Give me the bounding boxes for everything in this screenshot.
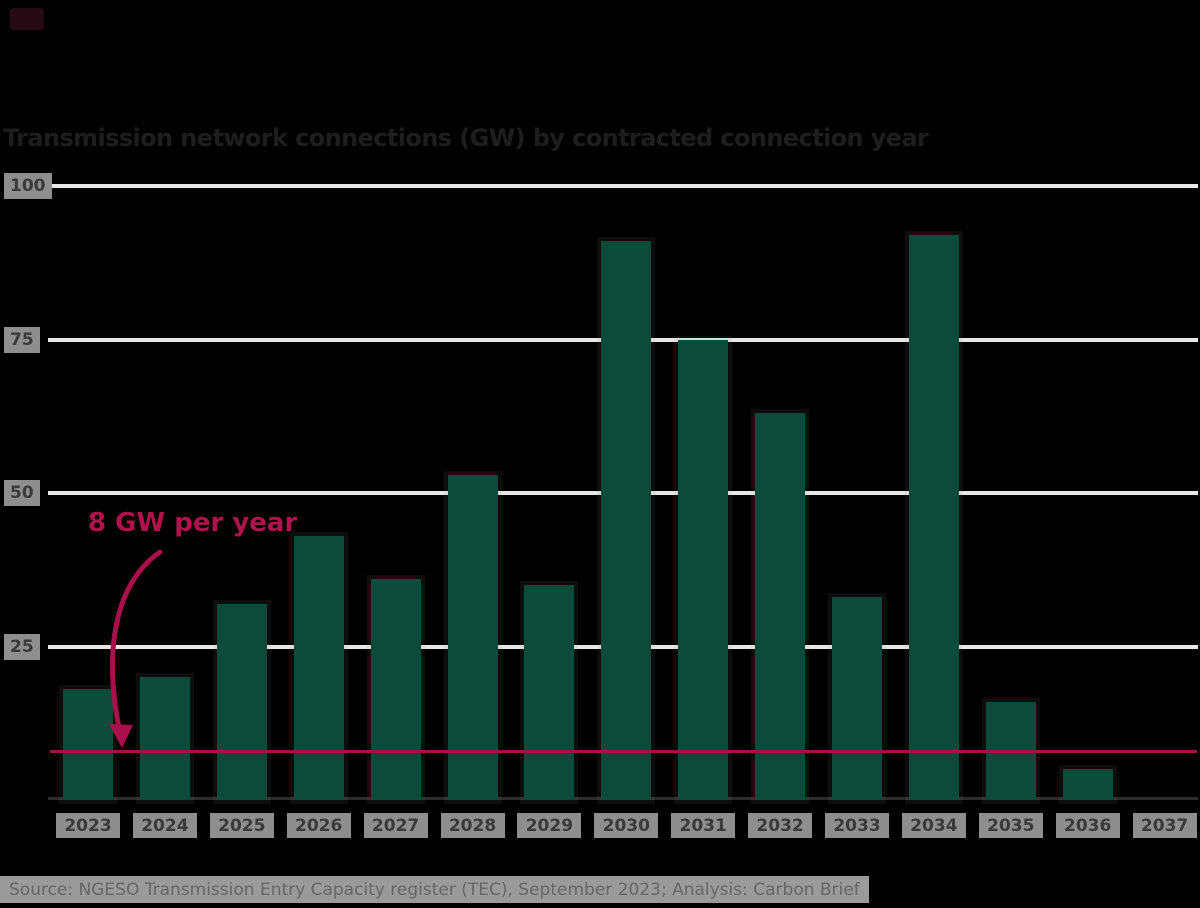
bar-2033 [832,597,882,800]
x-axis-label-2027: 2027 [363,813,428,838]
x-axis-label-2026: 2026 [286,813,351,838]
source-note: Source: NGESO Transmission Entry Capacit… [0,876,869,903]
x-axis-label-2037: 2037 [1132,813,1197,838]
y-axis-label-75: 75 [4,326,40,353]
x-axis-label-2032: 2032 [748,813,813,838]
bar-2036 [1062,769,1113,800]
bar-2026 [293,535,344,800]
bar-2023 [63,689,113,800]
y-axis-label-25: 25 [4,633,40,660]
bar-2024 [139,677,190,800]
bar-2029 [524,585,575,800]
x-axis-label-2034: 2034 [901,813,966,838]
logo-mark [10,8,44,30]
bar-2030 [601,241,652,800]
y-axis-label-100: 100 [4,173,52,199]
gridline-100 [48,184,1198,188]
x-axis-label-2036: 2036 [1055,813,1120,838]
x-axis-label-2025: 2025 [209,813,274,838]
x-axis-label-2033: 2033 [825,813,889,838]
x-axis-label-2028: 2028 [440,813,505,838]
reference-line [50,749,1197,753]
bar-2031 [678,339,729,800]
x-axis-label-2031: 2031 [671,813,736,838]
y-axis-label-50: 50 [4,480,40,506]
x-axis-label-2030: 2030 [594,813,659,838]
bar-2028 [447,474,498,800]
x-axis-label-2035: 2035 [978,813,1043,838]
bar-2032 [755,413,806,800]
x-axis-label-2023: 2023 [56,813,120,838]
bar-2027 [370,578,421,800]
reference-line-label: 8 GW per year [88,508,298,538]
x-axis-label-2029: 2029 [517,813,582,838]
x-axis-label-2024: 2024 [132,813,197,838]
bar-2025 [216,603,267,800]
chart-title: Transmission network connections (GW) by… [3,124,929,152]
bar-2034 [908,235,959,800]
